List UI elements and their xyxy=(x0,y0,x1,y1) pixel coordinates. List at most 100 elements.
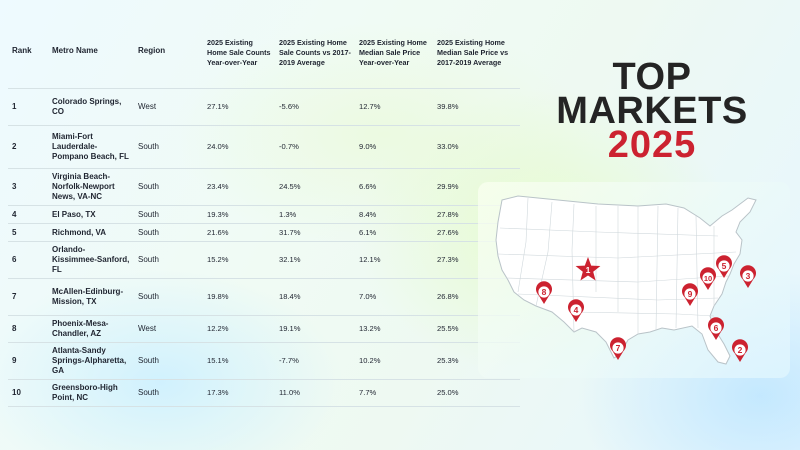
cell-sale-yoy: 12.2% xyxy=(203,315,275,343)
cell-sale-vs: -7.7% xyxy=(275,342,355,380)
cell-price-yoy: 9.0% xyxy=(355,125,433,169)
map-pin-center xyxy=(570,304,582,316)
table-row: 6 Orlando-Kissimmee-Sanford, FL South 15.2%… xyxy=(8,241,520,279)
us-map-card: 1 2 3 4 5 6 7 8 9 10 xyxy=(478,182,790,378)
cell-sale-yoy: 27.1% xyxy=(203,88,275,126)
map-marker-5: 5 xyxy=(716,255,732,278)
cell-sale-vs: -5.6% xyxy=(275,88,355,126)
cell-sale-vs: 1.3% xyxy=(275,205,355,224)
cell-rank: 4 xyxy=(8,205,48,224)
us-outline-shape xyxy=(495,195,757,365)
cell-region: South xyxy=(134,205,203,224)
table-row: 9 Atlanta-Sandy Springs-Alpharetta, GA Sou… xyxy=(8,342,520,380)
cell-sale-vs: 11.0% xyxy=(275,379,355,407)
cell-region: South xyxy=(134,278,203,316)
map-marker-label: 5 xyxy=(722,261,727,271)
cell-region: South xyxy=(134,379,203,407)
cell-metro: Phoenix-Mesa-Chandler, AZ xyxy=(48,315,134,343)
map-marker-4: 4 xyxy=(568,299,584,322)
map-pin-center xyxy=(718,260,730,272)
map-pin-center xyxy=(612,342,624,354)
cell-region: West xyxy=(134,88,203,126)
map-marker-label: 1 xyxy=(586,265,591,275)
map-marker-label: 7 xyxy=(616,343,621,353)
top-markets-title: TOP MARKETS 2025 xyxy=(532,58,772,166)
map-marker-6: 6 xyxy=(708,317,724,340)
table-row: 8 Phoenix-Mesa-Chandler, AZ West 12.2% 19.1%… xyxy=(8,315,520,343)
map-pin-center xyxy=(710,322,722,334)
map-marker-label: 10 xyxy=(704,274,712,283)
cell-sale-vs: 24.5% xyxy=(275,168,355,206)
map-marker-label: 3 xyxy=(746,271,751,281)
top-markets-table: Rank Metro Name Region 2025 Existing Hom… xyxy=(8,32,520,407)
cell-metro: El Paso, TX xyxy=(48,205,134,224)
cell-region: South xyxy=(134,223,203,242)
star-marker-icon xyxy=(575,257,601,281)
cell-metro: Atlanta-Sandy Springs-Alpharetta, GA xyxy=(48,342,134,380)
cell-region: South xyxy=(134,168,203,206)
table-row: 7 McAllen-Edinburg-Mission, TX South 19.8% 1… xyxy=(8,278,520,316)
cell-sale-yoy: 15.2% xyxy=(203,241,275,279)
cell-rank: 3 xyxy=(8,168,48,206)
header-sale-counts-yoy: 2025 Existing Home Sale Counts Year-over… xyxy=(207,38,271,67)
header-rank: Rank xyxy=(12,46,32,55)
cell-sale-yoy: 15.1% xyxy=(203,342,275,380)
map-marker-label: 9 xyxy=(688,289,693,299)
cell-region: South xyxy=(134,125,203,169)
cell-sale-yoy: 24.0% xyxy=(203,125,275,169)
cell-price-yoy: 10.2% xyxy=(355,342,433,380)
cell-rank: 5 xyxy=(8,223,48,242)
cell-metro: McAllen-Edinburg-Mission, TX xyxy=(48,278,134,316)
title-line-3-year: 2025 xyxy=(607,124,697,166)
header-sale-counts-vs-avg: 2025 Existing Home Sale Counts vs 2017-2… xyxy=(279,38,351,67)
header-metro-name: Metro Name xyxy=(52,46,98,55)
map-marker-7: 7 xyxy=(610,337,626,360)
cell-price-vs: 25.0% xyxy=(433,379,520,407)
cell-sale-vs: -0.7% xyxy=(275,125,355,169)
cell-sale-vs: 31.7% xyxy=(275,223,355,242)
table-row: 3 Virginia Beach-Norfolk-Newport News, VA… xyxy=(8,168,520,206)
map-marker-label: 2 xyxy=(738,345,743,355)
map-marker-3: 3 xyxy=(740,265,756,288)
cell-price-yoy: 12.1% xyxy=(355,241,433,279)
cell-metro: Orlando-Kissimmee-Sanford, FL xyxy=(48,241,134,279)
cell-price-yoy: 13.2% xyxy=(355,315,433,343)
cell-price-yoy: 6.1% xyxy=(355,223,433,242)
cell-price-yoy: 8.4% xyxy=(355,205,433,224)
cell-rank: 9 xyxy=(8,342,48,380)
cell-rank: 2 xyxy=(8,125,48,169)
cell-sale-vs: 19.1% xyxy=(275,315,355,343)
map-pin-center xyxy=(702,272,714,284)
cell-sale-yoy: 19.3% xyxy=(203,205,275,224)
cell-sale-yoy: 21.6% xyxy=(203,223,275,242)
cell-sale-yoy: 17.3% xyxy=(203,379,275,407)
map-marker-10: 10 xyxy=(700,267,716,290)
cell-rank: 7 xyxy=(8,278,48,316)
map-marker-label: 4 xyxy=(574,305,579,315)
table-row: 5 Richmond, VA South 21.6% 31.7% 6.1% 27.6% xyxy=(8,223,520,242)
cell-metro: Virginia Beach-Norfolk-Newport News, VA-… xyxy=(48,168,134,206)
table-body: 1 Colorado Springs, CO West 27.1% -5.6% 12.7%… xyxy=(8,88,520,407)
title-line-2: MARKETS xyxy=(556,90,748,132)
map-pin-center xyxy=(742,270,754,282)
us-map: 1 2 3 4 5 6 7 8 9 10 xyxy=(495,195,757,365)
cell-sale-vs: 32.1% xyxy=(275,241,355,279)
cell-price-yoy: 6.6% xyxy=(355,168,433,206)
map-pin-center xyxy=(538,286,550,298)
map-marker-label: 6 xyxy=(714,323,719,333)
cell-price-vs: 33.0% xyxy=(433,125,520,169)
map-marker-8: 8 xyxy=(536,281,552,304)
header-median-price-vs-avg: 2025 Existing Home Median Sale Price vs … xyxy=(437,38,509,67)
cell-region: West xyxy=(134,315,203,343)
cell-metro: Greensboro-High Point, NC xyxy=(48,379,134,407)
table-header-row: Rank Metro Name Region 2025 Existing Hom… xyxy=(8,32,520,89)
table-row: 4 El Paso, TX South 19.3% 1.3% 8.4% 27.8% xyxy=(8,205,520,224)
cell-price-vs: 39.8% xyxy=(433,88,520,126)
map-pin-center xyxy=(684,288,696,300)
map-markers: 1 2 3 4 5 6 7 8 9 10 xyxy=(536,255,756,362)
cell-rank: 10 xyxy=(8,379,48,407)
table-row: 1 Colorado Springs, CO West 27.1% -5.6% 12.7%… xyxy=(8,88,520,126)
cell-sale-yoy: 23.4% xyxy=(203,168,275,206)
cell-metro: Colorado Springs, CO xyxy=(48,88,134,126)
cell-price-yoy: 7.0% xyxy=(355,278,433,316)
